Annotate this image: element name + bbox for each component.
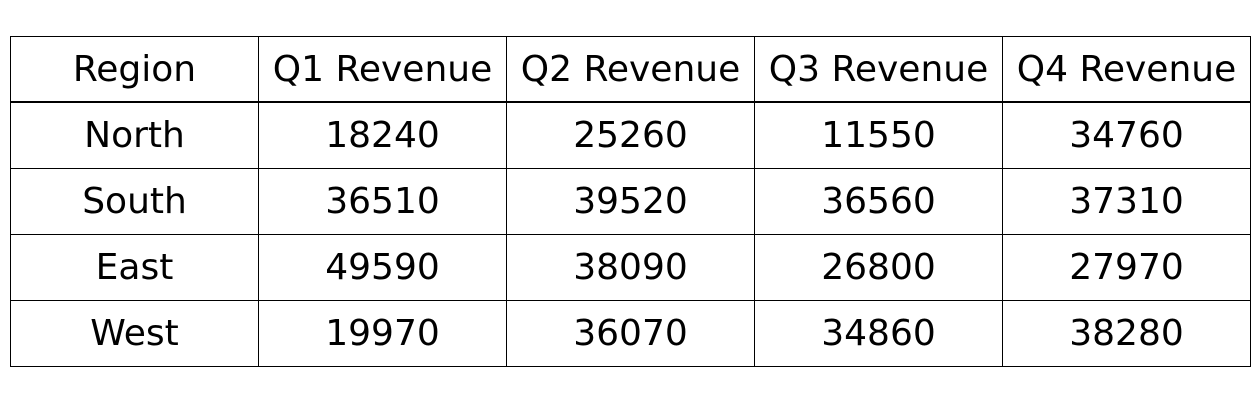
column-header-q4-revenue: Q4 Revenue — [1002, 36, 1251, 103]
header-row: Region Q1 Revenue Q2 Revenue Q3 Revenue … — [10, 36, 1251, 103]
column-header-q1-revenue: Q1 Revenue — [258, 36, 507, 103]
table-cell-q2: 36070 — [506, 300, 755, 367]
table-cell-q1: 18240 — [258, 101, 507, 169]
table-row: West 19970 36070 34860 38280 — [10, 300, 1251, 367]
table-cell-q3: 36560 — [754, 168, 1003, 235]
column-header-q3-revenue: Q3 Revenue — [754, 36, 1003, 103]
table-cell-q4: 37310 — [1002, 168, 1251, 235]
table-cell-q1: 49590 — [258, 234, 507, 301]
revenue-table: Region Q1 Revenue Q2 Revenue Q3 Revenue … — [10, 36, 1251, 367]
table-row: East 49590 38090 26800 27970 — [10, 234, 1251, 301]
table-cell-q2: 38090 — [506, 234, 755, 301]
revenue-table-container: Region Q1 Revenue Q2 Revenue Q3 Revenue … — [10, 36, 1251, 367]
table-cell-q2: 25260 — [506, 101, 755, 169]
table-cell-region: South — [10, 168, 259, 235]
table-cell-q1: 36510 — [258, 168, 507, 235]
table-cell-q3: 34860 — [754, 300, 1003, 367]
table-cell-q1: 19970 — [258, 300, 507, 367]
table-cell-q4: 34760 — [1002, 101, 1251, 169]
table-cell-region: East — [10, 234, 259, 301]
column-header-q2-revenue: Q2 Revenue — [506, 36, 755, 103]
column-header-region: Region — [10, 36, 259, 103]
table-cell-q4: 27970 — [1002, 234, 1251, 301]
table-cell-q2: 39520 — [506, 168, 755, 235]
table-cell-q3: 11550 — [754, 101, 1003, 169]
table-body: North 18240 25260 11550 34760 South 3651… — [10, 101, 1251, 367]
table-cell-q4: 38280 — [1002, 300, 1251, 367]
table-cell-region: West — [10, 300, 259, 367]
table-row: South 36510 39520 36560 37310 — [10, 168, 1251, 235]
table-header: Region Q1 Revenue Q2 Revenue Q3 Revenue … — [10, 36, 1251, 103]
table-row: North 18240 25260 11550 34760 — [10, 101, 1251, 169]
table-cell-region: North — [10, 101, 259, 169]
table-cell-q3: 26800 — [754, 234, 1003, 301]
